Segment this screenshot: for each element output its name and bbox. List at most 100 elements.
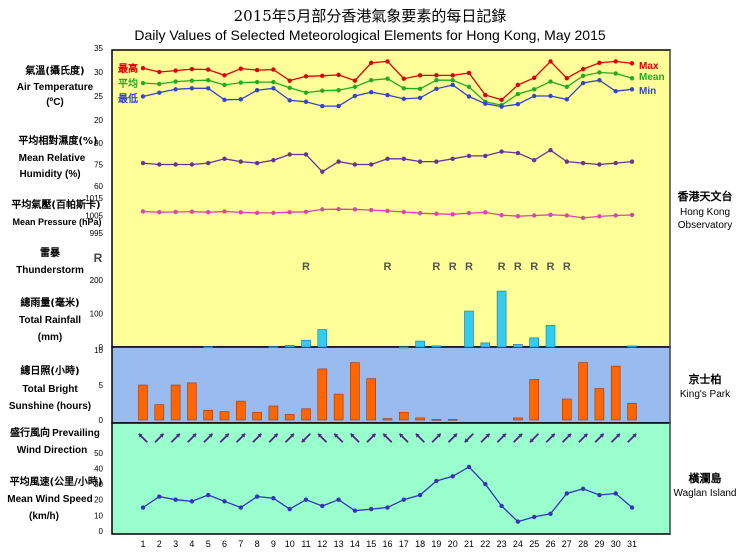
x-tick-label: 14 [350, 539, 360, 549]
thunderstorm-marker: R [547, 261, 555, 273]
temp-mean-point [548, 79, 553, 84]
temp-min-point [222, 97, 227, 103]
x-tick-label: 9 [271, 539, 276, 549]
sun-label-en1: Total Bright [22, 384, 78, 395]
temp-mean-point [189, 78, 195, 83]
pressure-point [483, 210, 488, 215]
sunshine-bar [317, 368, 328, 421]
wind-arrow-head [350, 433, 355, 438]
rainfall-bar [431, 345, 442, 348]
temp-mean-point [597, 70, 602, 75]
wind-speed-point [597, 492, 602, 498]
wd-label-en2: Wind Direction [17, 445, 87, 456]
wind-arrow-head [208, 433, 213, 438]
temp-min-point [287, 98, 292, 103]
temp-min-point [613, 89, 618, 94]
rh-point [303, 152, 309, 157]
rainfall-bar [268, 346, 279, 348]
ws-label-en2: (km/h) [29, 511, 59, 522]
temp-mean-point [238, 80, 243, 85]
temp-tick-label: 30 [94, 68, 103, 77]
pressure-point [320, 207, 325, 212]
x-tick-label: 1 [140, 539, 145, 549]
temp-min-point [320, 103, 325, 109]
wind-direction-arrow [561, 433, 572, 443]
rh-point [564, 159, 569, 164]
sun-label-zh: 總日照(小時) [20, 364, 79, 377]
wind-speed-point [336, 497, 341, 502]
sunshine-bar [561, 398, 572, 421]
temp-min-point [206, 86, 211, 91]
wind-direction-arrow [627, 433, 637, 443]
sunshine-bar [203, 409, 213, 421]
rainfall-bar [301, 339, 311, 348]
rh-point [515, 150, 521, 156]
x-tick-label: 28 [578, 539, 588, 549]
chart-title-zh: 2015年5月部分香港氣象要素的每日記錄 [234, 7, 507, 25]
ws-tick-label: 0 [99, 527, 104, 536]
sunshine-bar [252, 411, 262, 421]
wind-direction-arrow [203, 433, 214, 443]
temp-tick-label: 25 [94, 92, 103, 101]
wind-arrow-head [632, 433, 637, 438]
rain-tick-label: 100 [90, 310, 104, 319]
pressure-point [564, 213, 569, 218]
rainfall-bar [480, 342, 491, 348]
wind-arrow-head [383, 433, 388, 438]
temp-max-point [189, 66, 195, 72]
wind-direction-arrow [138, 433, 148, 443]
wind-speed-point [417, 492, 423, 498]
wind-speed-point [173, 497, 178, 502]
pressure-point [597, 214, 602, 219]
temp-tick-label: 20 [94, 116, 103, 125]
wind-direction-arrow [513, 433, 523, 443]
pressure-point [140, 209, 146, 214]
sunshine-bar [415, 417, 425, 421]
pressure-point [466, 210, 472, 216]
wind-arrow-head [518, 433, 523, 438]
temp-min-point [450, 82, 455, 88]
sunshine-bar [431, 418, 442, 421]
wind-direction-arrow [464, 433, 474, 443]
temp-min-point [483, 101, 488, 106]
wind-arrow-head [464, 438, 469, 443]
temp-max-point [450, 73, 455, 78]
wind-speed-point [189, 499, 195, 504]
sunshine-bar [301, 408, 311, 421]
station-wi-zh: 橫瀾島 [689, 471, 722, 485]
temp-mean-point [369, 77, 374, 83]
wind-direction-arrow [398, 433, 409, 443]
station-hko-en2: Observatory [678, 220, 732, 231]
temp-min-point [157, 90, 162, 95]
rain-label-zh: 總雨量(毫米) [20, 296, 79, 309]
x-tick-label: 19 [431, 539, 441, 549]
wind-direction-arrow [415, 433, 425, 443]
temp-max-point [369, 60, 374, 66]
wind-direction-arrow [317, 433, 328, 443]
wind-arrow-head [599, 433, 604, 438]
sunshine-bar [187, 382, 197, 421]
wind-arrow-head [452, 433, 457, 438]
station-kp-zh: 京士柏 [689, 372, 722, 386]
wd-label-zh: 盛行風向 [10, 426, 50, 439]
temp-max-point [597, 60, 602, 66]
temp-mean-point [532, 87, 537, 92]
temp-tick-label: 35 [94, 44, 103, 53]
wind-direction-arrow [578, 433, 588, 443]
rh-tick-label: 75 [94, 161, 103, 170]
ws-tick-label: 10 [94, 511, 103, 520]
wind-speed-point [157, 494, 162, 499]
thunder-label-en: Thunderstorm [16, 265, 84, 276]
temp-label-en1: Air Temperature [17, 82, 94, 93]
thunderstorm-marker: R [530, 261, 538, 273]
wind-speed-point [483, 481, 488, 487]
x-tick-label: 17 [399, 539, 409, 549]
temp-min-point [352, 93, 358, 99]
rainfall-bar [545, 325, 556, 348]
temp-label-zh: 氣溫(攝氏度) [25, 64, 84, 77]
pressure-point [173, 209, 178, 215]
temp-mean-point [564, 84, 569, 90]
sunshine-bar [154, 404, 165, 421]
wind-speed-point [580, 486, 586, 491]
temp-max-point [564, 76, 569, 81]
